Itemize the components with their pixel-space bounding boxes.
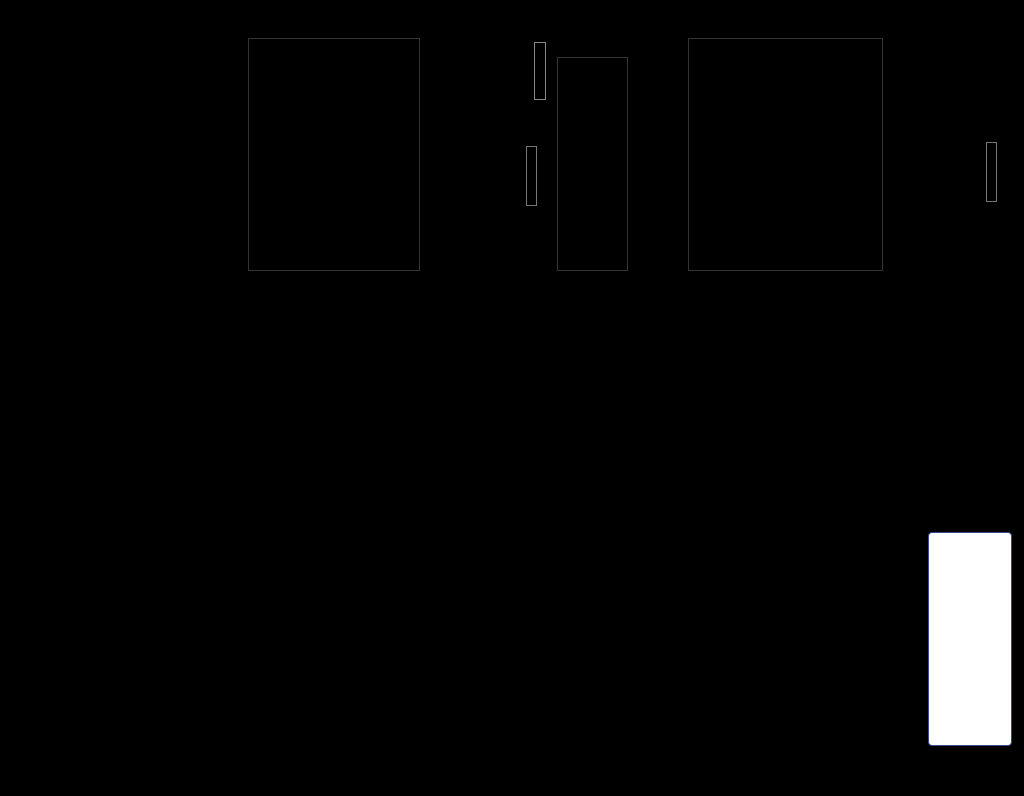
eads-time-chart [62, 532, 314, 738]
system2-label [18, 418, 19, 512]
go-colorbar [526, 146, 537, 206]
expression-heatmap [557, 57, 628, 271]
heatmap-colorbar [534, 42, 546, 100]
kegg-size-legend [980, 62, 1010, 132]
system1-label [18, 323, 19, 407]
kegg-pathway-list [688, 38, 883, 271]
performance-radar [688, 536, 926, 758]
volcano-plot [64, 40, 236, 267]
go-dotplot [421, 38, 523, 271]
kegg-dotplot [884, 38, 974, 271]
go-term-list [248, 38, 420, 271]
eads-bar-chart [368, 538, 608, 738]
reference-legend [928, 532, 1012, 746]
go-size-legend [524, 104, 544, 140]
kegg-colorbar [986, 142, 997, 202]
